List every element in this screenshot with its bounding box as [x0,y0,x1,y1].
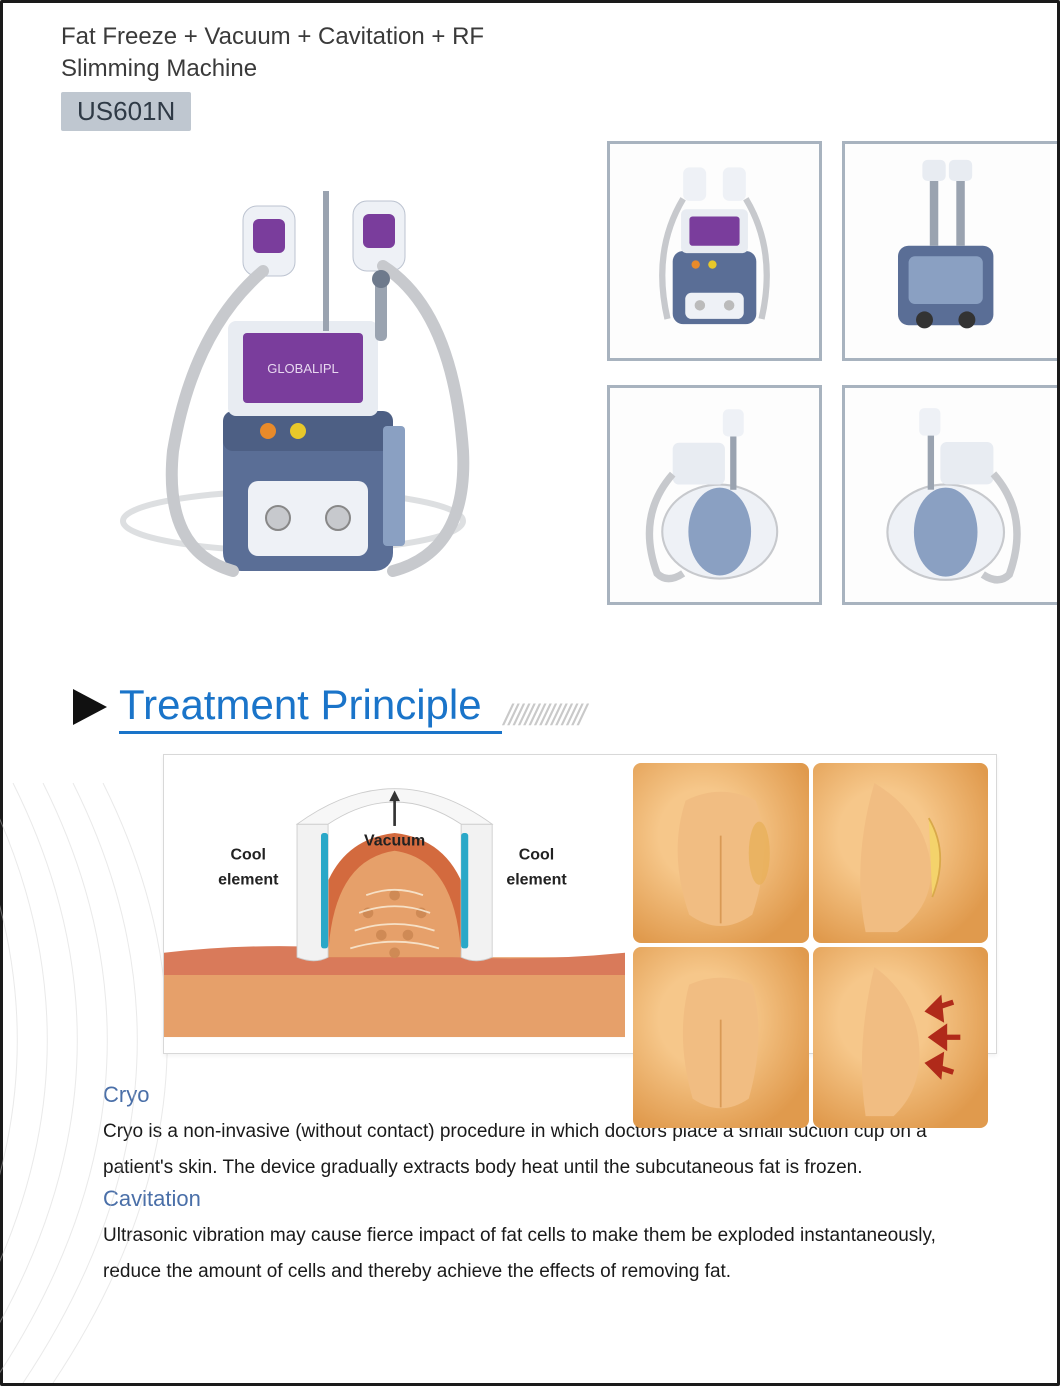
title-line-2: Slimming Machine [61,55,257,82]
section-heading: Treatment Principle /////////////// [73,681,1057,734]
product-title: Fat Freeze + Vacuum + Cavitation + RF Sl… [61,21,1057,86]
thumbnail-side-right [842,385,1057,605]
title-line-1: Fat Freeze + Vacuum + Cavitation + RF [61,23,484,50]
body-after-back [633,947,808,1127]
svg-text:Vacuum: Vacuum [364,832,425,849]
product-gallery: GLOBALIPL [3,131,1057,651]
thumbnail-grid [607,141,1057,605]
thumbnail-back [842,141,1057,361]
page: Fat Freeze + Vacuum + Cavitation + RF Sl… [0,0,1060,1386]
svg-text:GLOBALIPL: GLOBALIPL [267,361,339,376]
svg-text:element: element [218,871,279,888]
cavitation-heading: Cavitation [103,1186,997,1212]
body-after-side [813,947,988,1127]
header: Fat Freeze + Vacuum + Cavitation + RF Sl… [3,3,1057,131]
svg-text:Cool: Cool [231,846,266,863]
svg-text:Cool: Cool [519,846,554,863]
main-product-image: GLOBALIPL [93,151,493,611]
svg-text:element: element [506,871,567,888]
treatment-diagram-box: Vacuum Cool element Cool element [163,754,997,1054]
cryo-cross-section-diagram: Vacuum Cool element Cool element [164,755,625,1053]
thumbnail-front [607,141,822,361]
thumbnail-side-left [607,385,822,605]
cavitation-body: Ultrasonic vibration may cause fierce im… [103,1218,997,1290]
hatch-decoration: /////////////// [504,699,584,733]
body-before-back [633,763,808,943]
section-title: Treatment Principle [119,681,502,734]
model-badge: US601N [61,92,191,131]
triangle-icon [73,689,107,725]
body-results-grid [625,755,996,1053]
body-before-side [813,763,988,943]
